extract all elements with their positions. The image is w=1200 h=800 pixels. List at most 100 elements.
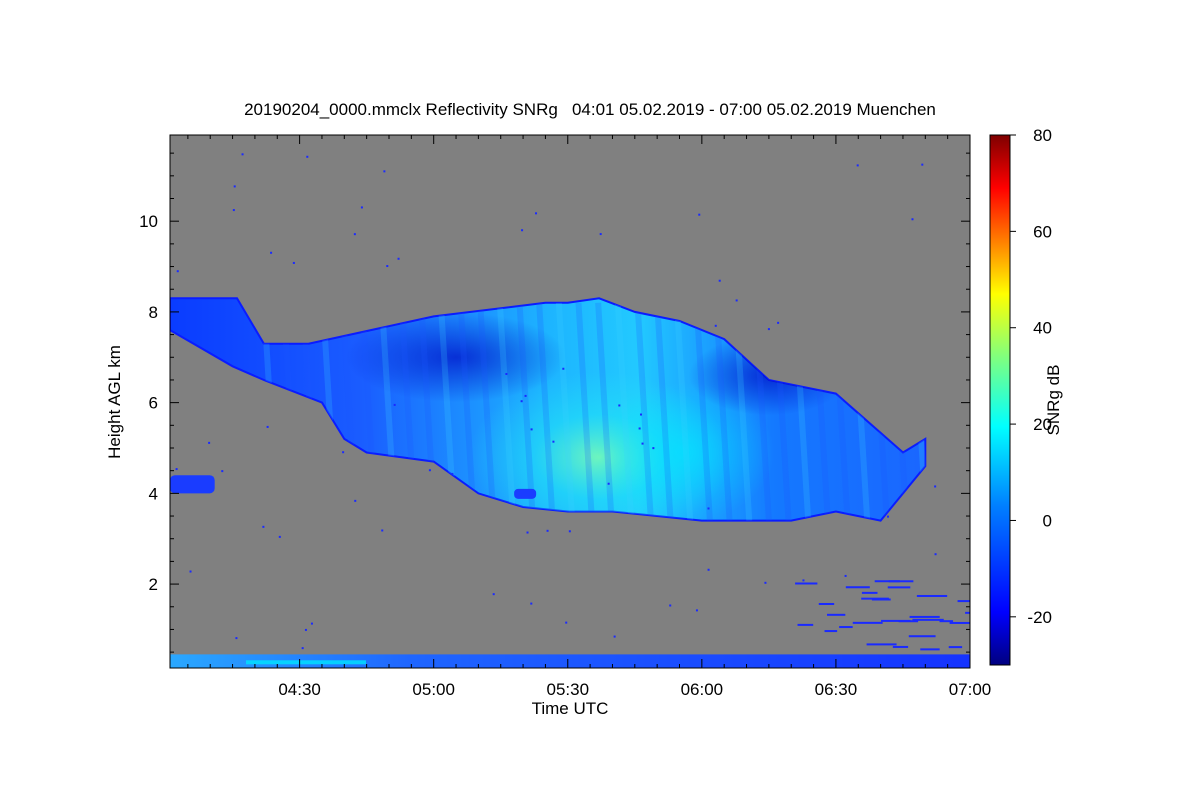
noise-speckle (921, 163, 924, 166)
noise-speckle (861, 591, 878, 594)
y-axis-label: Height AGL km (105, 345, 124, 459)
noise-speckle (386, 265, 389, 268)
colorbar-tick-label: 60 (1033, 222, 1052, 241)
noise-speckle (852, 621, 883, 624)
noise-speckle (492, 593, 495, 596)
noise-speckle (520, 400, 523, 403)
noise-speckle (310, 622, 313, 625)
y-tick-label: 2 (149, 575, 158, 594)
noise-speckle (767, 328, 770, 331)
y-tick-label: 6 (149, 394, 158, 413)
noise-speckle (824, 630, 838, 633)
fall-streak (673, 302, 694, 521)
noise-speckle (911, 218, 914, 221)
noise-speckle (718, 279, 721, 282)
noise-speckle (638, 427, 641, 430)
noise-speckle (641, 442, 644, 445)
noise-speckle (505, 372, 508, 375)
noise-speckle (354, 499, 357, 502)
noise-speckle (916, 594, 948, 597)
noise-speckle (669, 604, 672, 607)
x-axis-label: Time UTC (532, 699, 609, 718)
noise-speckle (764, 581, 767, 584)
noise-speckle (909, 615, 940, 618)
x-tick-label: 06:00 (681, 680, 724, 699)
noise-speckle (874, 580, 900, 583)
weak-echo-region (346, 312, 567, 403)
noise-speckle (861, 597, 889, 600)
noise-speckle (266, 425, 269, 428)
noise-speckle (866, 643, 897, 646)
noise-speckle (562, 367, 565, 370)
fall-streak (654, 302, 674, 521)
noise-speckle (342, 451, 345, 454)
noise-speckle (856, 164, 859, 167)
noise-speckle (888, 580, 914, 583)
noise-speckle (535, 212, 538, 215)
noise-speckle (844, 574, 847, 577)
noise-speckle (934, 485, 937, 488)
low-echo-patch (170, 475, 215, 494)
colorbar (989, 134, 1011, 666)
colorbar-label: SNRg dB (1044, 365, 1063, 436)
fall-streak (713, 302, 733, 521)
reflectivity-core (593, 382, 774, 521)
noise-speckle (451, 472, 454, 475)
noise-speckle (881, 619, 911, 622)
colorbar-tick-label: -20 (1027, 608, 1052, 627)
fall-streak (614, 302, 635, 521)
noise-speckle (353, 233, 356, 236)
fall-streak (555, 302, 576, 521)
plot-frame (169, 134, 971, 669)
noise-speckle (428, 469, 431, 472)
ground-clutter-band (245, 660, 366, 665)
noise-speckle (530, 602, 533, 605)
noise-speckle (827, 613, 846, 616)
noise-speckle (607, 482, 610, 485)
noise-speckle (965, 611, 970, 614)
fall-streak (575, 302, 595, 521)
noise-speckle (818, 602, 835, 605)
noise-speckle (892, 645, 909, 648)
noise-speckle (912, 618, 944, 621)
fall-streak (496, 302, 517, 521)
noise-speckle (887, 515, 890, 518)
noise-speckle (714, 324, 717, 327)
noise-speckle (270, 251, 273, 254)
noise-speckle (613, 635, 616, 638)
noise-speckle (530, 428, 533, 431)
noise-speckle (797, 623, 814, 626)
y-tick-label: 8 (149, 303, 158, 322)
fall-streak (516, 302, 536, 521)
noise-speckle (304, 628, 307, 631)
noise-speckle (393, 403, 396, 406)
noise-speckle (695, 609, 698, 612)
noise-speckle (175, 468, 178, 471)
noise-speckle (262, 525, 265, 528)
x-tick-label: 04:30 (278, 680, 321, 699)
noise-speckle (306, 155, 309, 158)
noise-speckle (208, 441, 211, 444)
y-tick-label: 4 (149, 484, 158, 503)
noise-speckle (948, 646, 963, 649)
noise-speckle (839, 626, 853, 629)
colorbar-tick-label: 40 (1033, 319, 1052, 338)
x-tick-label: 07:00 (949, 680, 992, 699)
noise-speckle (524, 394, 527, 397)
noise-speckle (934, 553, 937, 556)
noise-speckle (777, 321, 780, 324)
noise-speckle (233, 185, 236, 188)
noise-speckle (552, 440, 555, 443)
fall-streak (634, 302, 654, 521)
low-echo-patch (514, 488, 537, 499)
chart-title: 20190204_0000.mmclx Reflectivity SNRg 04… (244, 100, 936, 119)
ground-clutter-band (170, 654, 970, 668)
noise-speckle (381, 529, 384, 532)
noise-speckle (521, 229, 524, 232)
noise-speckle (802, 579, 805, 582)
noise-speckle (887, 586, 911, 589)
noise-speckle (707, 568, 710, 571)
noise-speckle (618, 404, 621, 407)
noise-speckle (526, 531, 529, 534)
